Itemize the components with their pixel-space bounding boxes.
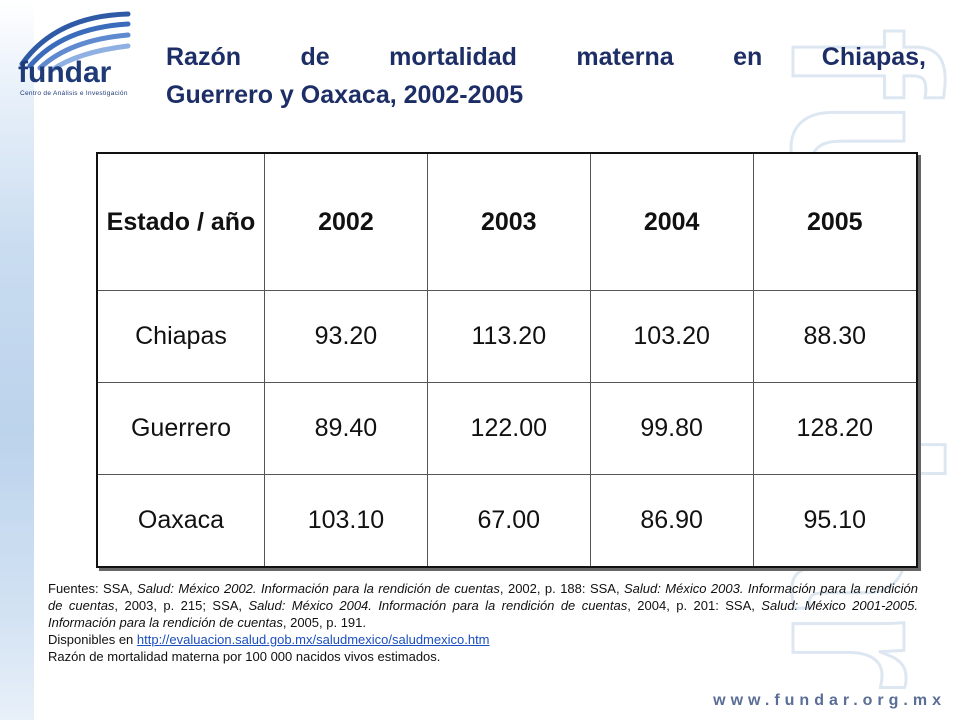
- source-detail: , 2005, p. 191.: [282, 615, 366, 630]
- source-detail: , 2003, p. 215; SSA,: [114, 598, 249, 613]
- table-cell: 128.20: [752, 382, 918, 475]
- table-cell: 67.00: [426, 474, 591, 568]
- table-header-row: Estado / año 2002 2003 2004 2005: [96, 152, 918, 291]
- table-cell: 99.80: [589, 382, 754, 475]
- source-detail: , 2004, p. 201: SSA,: [627, 598, 762, 613]
- logo-wordmark: fundar: [18, 56, 112, 89]
- table-row: Oaxaca 103.10 67.00 86.90 95.10: [96, 474, 918, 568]
- source-detail: , 2002, p. 188: SSA,: [499, 581, 624, 596]
- source-title: Salud: México 2003. Información para la …: [48, 581, 918, 613]
- table-cell: 122.00: [426, 382, 591, 475]
- sources-prefix: Fuentes: SSA,: [48, 581, 138, 596]
- header-cell-year: 2003: [426, 152, 591, 291]
- table-row: Guerrero 89.40 122.00 99.80 128.20: [96, 382, 918, 475]
- table-cell: 89.40: [264, 382, 428, 475]
- table-cell: 93.20: [264, 290, 428, 383]
- logo-tagline: Centro de Análisis e Investigación: [20, 90, 128, 97]
- mortality-table: Estado / año 2002 2003 2004 2005 Chiapas…: [96, 152, 918, 568]
- slide-title: Razón de mortalidad materna en Chiapas, …: [166, 38, 926, 114]
- header-cell-year: 2005: [752, 152, 918, 291]
- row-label-cell: Guerrero: [96, 382, 265, 475]
- table-cell: 95.10: [752, 474, 918, 568]
- header-cell-year: 2004: [589, 152, 754, 291]
- source-title: Salud: México 2004. Información para la …: [248, 598, 628, 613]
- logo-arcs-icon: [19, 11, 131, 73]
- source-link[interactable]: http://evaluacion.salud.gob.mx/saludmexi…: [136, 632, 490, 647]
- table-row: Chiapas 93.20 113.20 103.20 88.30: [96, 290, 918, 383]
- row-label-cell: Chiapas: [96, 290, 265, 383]
- unit-note: Razón de mortalidad materna por 100 000 …: [48, 649, 441, 664]
- source-title: Salud: México 2001-2005. Información par…: [48, 598, 918, 630]
- title-line-2: Guerrero y Oaxaca, 2002-2005: [166, 81, 524, 109]
- row-label-cell: Oaxaca: [96, 474, 265, 568]
- table-cell: 88.30: [752, 290, 918, 383]
- available-prefix: Disponibles en: [48, 632, 137, 647]
- table-cell: 103.20: [589, 290, 754, 383]
- header-cell-state-year: Estado / año: [96, 152, 265, 291]
- source-title: Salud: México 2002. Información para la …: [137, 581, 500, 596]
- table-cell: 103.10: [264, 474, 428, 568]
- title-line-1: Razón de mortalidad materna en Chiapas,: [166, 43, 926, 71]
- table-cell: 86.90: [589, 474, 754, 568]
- sources-note: Fuentes: SSA, Salud: México 2002. Inform…: [48, 580, 918, 665]
- table-cell: 113.20: [426, 290, 591, 383]
- header-cell-year: 2002: [264, 152, 428, 291]
- footer-website: www.fundar.org.mx: [713, 692, 946, 709]
- left-decorative-strip: [0, 0, 34, 720]
